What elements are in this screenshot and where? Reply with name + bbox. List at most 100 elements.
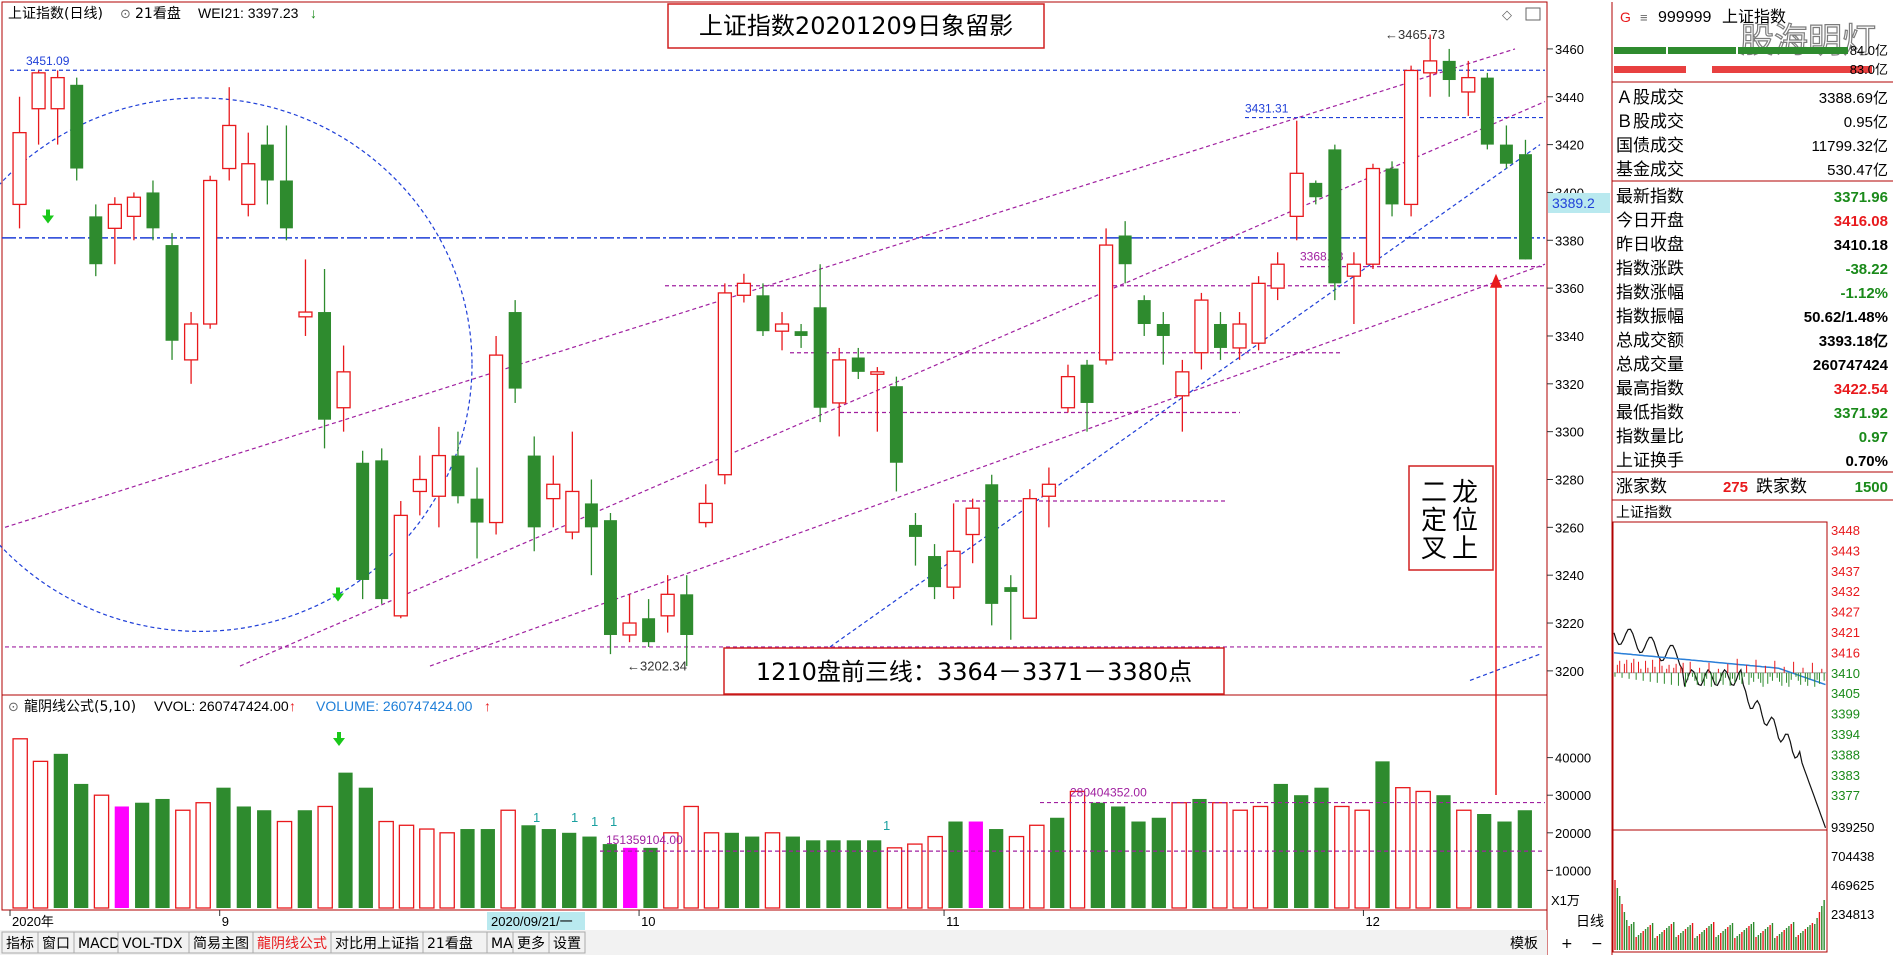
candle-body <box>279 180 293 229</box>
toolbar-tab-label[interactable]: 龍阴线公式 <box>257 935 327 952</box>
stock-name: 上证指数 <box>1722 7 1786 26</box>
vol-label-280: 280404352.00 <box>1070 786 1147 800</box>
candle-body <box>1156 324 1170 336</box>
volume-bar <box>1252 805 1269 909</box>
quote-value: 0.97 <box>1859 429 1888 446</box>
toolbar-tab-label[interactable]: 指标 <box>6 936 34 952</box>
y-tick-label: 3220 <box>1555 616 1584 631</box>
indicator-value: WEI21: 3397.23 <box>198 5 299 21</box>
green-ratio-bar <box>1668 47 1736 54</box>
volume-bar <box>480 829 495 908</box>
candle-body <box>774 323 790 332</box>
quote-value: 0.95亿 <box>1844 114 1888 131</box>
candle-body <box>1461 76 1476 93</box>
volume-bar <box>1395 787 1411 909</box>
mini-price-tick: 3437 <box>1831 564 1860 579</box>
candle-body <box>1270 263 1285 289</box>
toolbar-tab-label[interactable]: 对比用上证指 <box>335 936 419 952</box>
mini-price-tick: 3432 <box>1831 584 1860 599</box>
candle-body <box>1137 300 1151 325</box>
candle-body <box>1232 323 1247 349</box>
volume-bar <box>338 772 353 908</box>
toolbar-tab-label[interactable]: MACD <box>78 936 120 952</box>
candle-body <box>584 503 598 528</box>
y-tick-label: 3280 <box>1555 472 1584 487</box>
toolbar-tab-label[interactable]: MA <box>491 936 513 952</box>
toolbar-tab-label[interactable]: VOL-TDX <box>122 936 183 952</box>
volume-bar <box>439 832 455 909</box>
candle-body <box>1098 244 1114 361</box>
y-tick-label: 3340 <box>1555 329 1584 344</box>
mini-vol-tick: 939250 <box>1831 820 1874 835</box>
quote-label: 指数涨幅 <box>1616 283 1684 303</box>
vertical-char: 龙 <box>1452 478 1478 508</box>
toolbar-right-item[interactable]: 日线 <box>1576 914 1604 930</box>
settings-icon[interactable]: ⊙ <box>8 699 19 714</box>
candle-body <box>660 593 675 617</box>
view-mode[interactable]: 21看盘 <box>135 5 181 22</box>
window-icon[interactable]: ◇ <box>1502 7 1512 22</box>
toolbar-tab-label[interactable]: 简易主图 <box>193 935 249 952</box>
volume-bar <box>500 809 516 909</box>
volume-bar <box>886 847 903 909</box>
candle-body <box>431 454 447 497</box>
date-box <box>487 912 585 930</box>
volume-bar <box>1415 790 1431 909</box>
date-box-text: 2020/09/21/一 <box>491 914 573 929</box>
toolbar-right-item[interactable]: − <box>1591 936 1603 952</box>
mode-icon[interactable]: ⊙ <box>120 6 131 21</box>
mini-price-tick: 3383 <box>1831 768 1860 783</box>
index-name: 上证指数(日线) <box>8 6 103 22</box>
vertical-char: 叉 <box>1421 534 1447 564</box>
candle-body <box>318 312 332 420</box>
volume-bar <box>216 787 231 908</box>
chart-title: 上证指数20201209日象留影 <box>699 12 1013 40</box>
maximize-icon[interactable] <box>1525 7 1541 21</box>
toolbar-tab-label[interactable]: 设置 <box>553 936 581 952</box>
volume-bar <box>257 810 272 908</box>
candle-body <box>203 179 218 325</box>
mini-price-tick: 3410 <box>1831 666 1860 681</box>
candle-body <box>1423 60 1438 74</box>
toolbar-tab-label[interactable]: 21看盘 <box>427 935 473 952</box>
sep-icon: ≡ <box>1640 10 1648 25</box>
vertical-char: 二 <box>1421 478 1447 508</box>
candles <box>12 34 1532 667</box>
candle-body <box>1118 235 1132 265</box>
quote-label: 最新指数 <box>1616 187 1684 207</box>
volume-bar <box>1131 821 1146 908</box>
quote-label: 国债成交 <box>1616 136 1684 156</box>
quote-label: 总成交量 <box>1616 355 1684 375</box>
mini-chart: 上证指数 3448 3443 3437 3432 3427 3421 3416 3410 3405… <box>1612 505 1874 953</box>
volume-marker: 1 <box>610 814 617 829</box>
quote-label: 指数量比 <box>1616 427 1684 447</box>
candle-body <box>1251 282 1266 344</box>
y-tick-label: 3320 <box>1555 377 1584 392</box>
toolbar-tab-label[interactable]: 更多 <box>517 935 545 952</box>
candle-body <box>680 594 694 635</box>
quote-value: -38.22 <box>1845 261 1888 278</box>
circle-annotation <box>0 97 473 632</box>
toolbar-right-item[interactable]: 模板 <box>1510 936 1538 952</box>
volume-bar <box>907 843 923 909</box>
candle-body <box>1518 154 1532 260</box>
toolbar-right-item[interactable]: + <box>1561 936 1573 952</box>
volume-formula-name: 龍阴线公式(5,10) <box>24 698 136 715</box>
toolbar-tab-label[interactable]: 窗口 <box>42 935 70 952</box>
candle-body <box>1080 364 1094 403</box>
quote-value: -1.12% <box>1840 285 1888 302</box>
quote-label: 最高指数 <box>1616 379 1684 399</box>
volume-bar <box>724 832 739 908</box>
volume-marker: 1 <box>571 810 578 825</box>
candle-body <box>488 354 504 524</box>
mini-vol-tick: 704438 <box>1831 849 1874 864</box>
candle-body <box>1060 375 1076 409</box>
candle-body <box>1499 144 1513 164</box>
volume-unit: X1万 <box>1551 893 1580 908</box>
volume-marker: 1 <box>883 818 890 833</box>
vertical-box <box>1408 465 1494 571</box>
volume-bar <box>1497 821 1512 908</box>
toolbar-tab[interactable] <box>548 931 586 954</box>
